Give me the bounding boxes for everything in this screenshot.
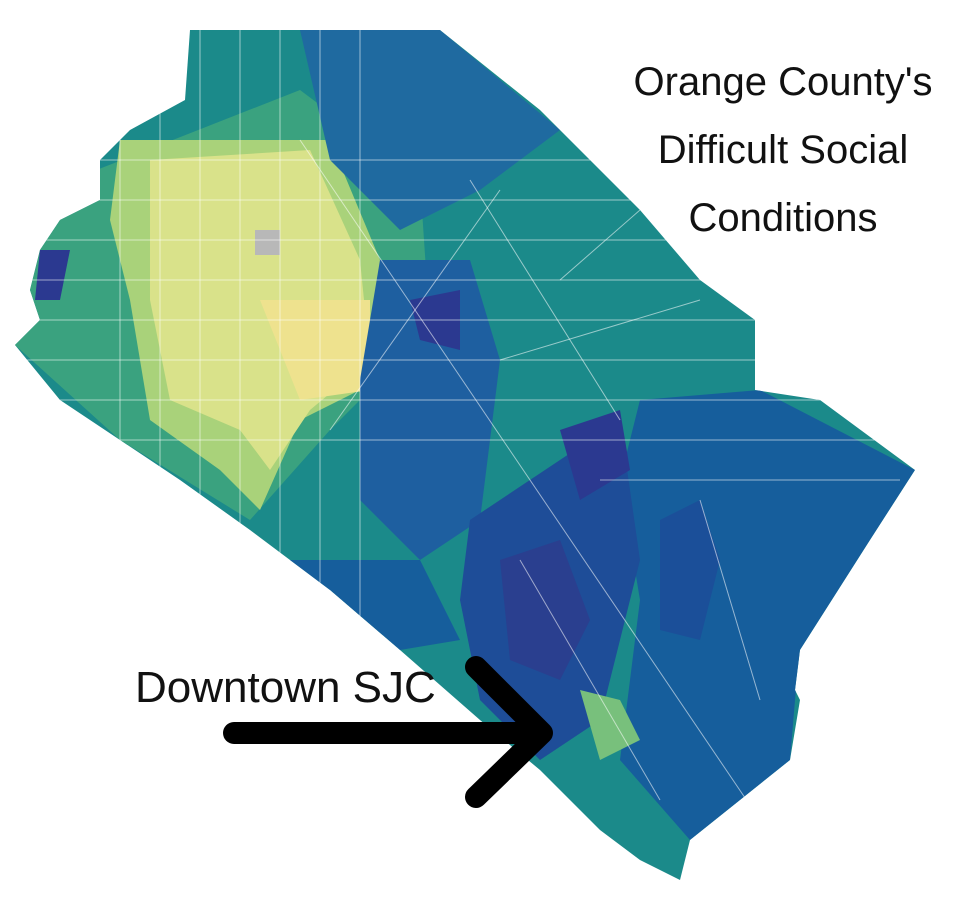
annotation-label: Downtown SJC (135, 663, 436, 712)
region-nodata (255, 230, 280, 255)
region-indigo (35, 250, 70, 300)
region-blue (300, 30, 560, 230)
region-lightgreen (580, 690, 640, 760)
arrow (223, 656, 553, 808)
region-indigo (500, 540, 590, 680)
title-line: Difficult Social (658, 128, 908, 172)
region-paleyellow (260, 300, 370, 400)
region-blue (620, 390, 915, 840)
title-line: Conditions (688, 196, 877, 240)
region-blue (240, 560, 460, 650)
region-darkblue (660, 500, 720, 640)
title-line: Orange County's (634, 60, 933, 104)
region-blue (360, 260, 500, 560)
region-indigo (560, 410, 630, 500)
